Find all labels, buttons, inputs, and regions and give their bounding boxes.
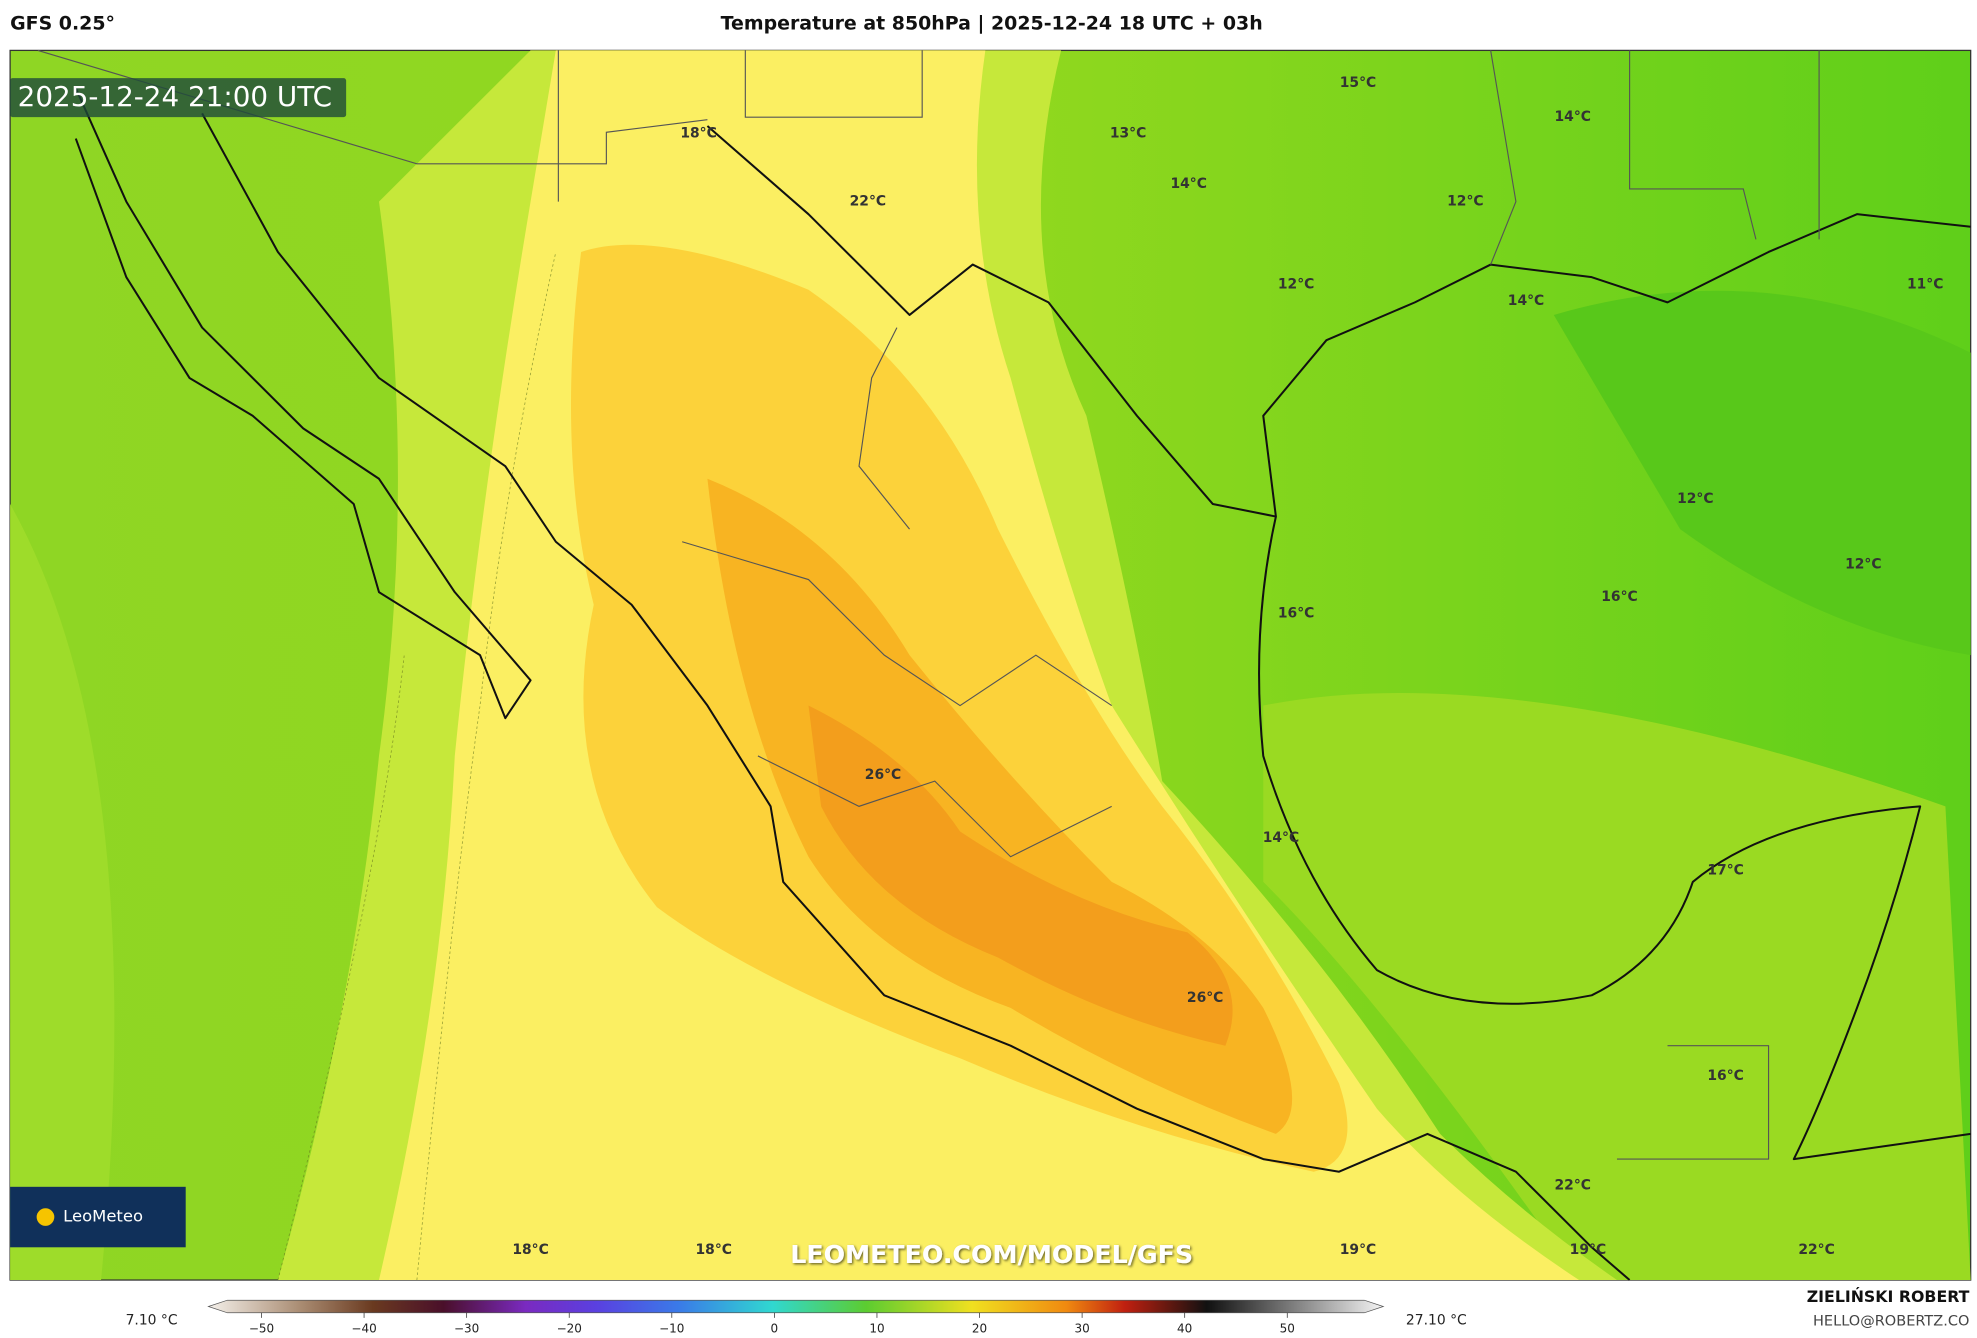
isotherm-label: 22°C [1555, 1178, 1591, 1194]
isotherm-label: 22°C [850, 194, 886, 210]
isotherm-label: 12°C [1278, 277, 1314, 293]
author: ZIELIŃSKI ROBERT [1807, 1287, 1970, 1306]
colorbar-tick-label: 0 [771, 1322, 779, 1336]
coastline [706, 125, 1971, 518]
isotherm-label: 19°C [1340, 1242, 1376, 1258]
isotherm-label: 17°C [1707, 863, 1743, 879]
isotherm-label: 15°C [1340, 75, 1376, 91]
colorbar-tick-label: −30 [454, 1322, 479, 1336]
colorbar-tick-label: −10 [659, 1322, 684, 1336]
colorbar-tick-label: 50 [1280, 1322, 1295, 1336]
logo-sun [36, 1208, 55, 1226]
colorbar-ticks: −50 −40 −30 −20 −10 0 10 20 30 40 50 [249, 1312, 1295, 1336]
isotherm-label: 26°C [865, 767, 901, 783]
colorbar-tick-label: −20 [557, 1322, 582, 1336]
coastline [1258, 516, 1971, 1161]
isotherm-labels: 15°C 14°C 18°C 13°C 22°C 14°C 12°C 12°C 14°C 11°C… [512, 75, 1943, 1258]
coastline [201, 112, 1631, 1281]
colorbar-gradient [207, 1299, 1385, 1314]
watermark: LEOMETEO.COM/MODEL/GFS [790, 1240, 1193, 1269]
isotherm-label: 18°C [512, 1242, 548, 1258]
isotherm-label: 14°C [1508, 293, 1544, 309]
colorbar-tick-label: −40 [351, 1322, 376, 1336]
isotherm-label: 18°C [680, 126, 716, 142]
isotherm-label: 13°C [1110, 126, 1146, 142]
colorbar-tick-label: −50 [249, 1322, 274, 1336]
field [1263, 692, 1971, 1281]
border [37, 49, 1820, 1160]
colorbar: 7.10 °C −50 −40 −30 −20 −10 0 10 20 30 40 50 27.10… [126, 1299, 1467, 1336]
isotherm-label: 12°C [1677, 491, 1713, 507]
field [808, 705, 1233, 1046]
isotherm-label: 12°C [1845, 556, 1881, 572]
isotherm [416, 251, 557, 1281]
isotherm-label: 16°C [1707, 1068, 1743, 1084]
isotherm-label: 22°C [1798, 1242, 1834, 1258]
logo-text: LeoMeteo [63, 1207, 143, 1226]
isotherm-label: 12°C [1447, 194, 1483, 210]
model-name: GFS 0.25° [10, 12, 115, 34]
colorbar-min: 7.10 °C [126, 1312, 178, 1328]
field [1553, 290, 1971, 656]
isotherm-label: 18°C [696, 1242, 732, 1258]
isotherm-label: 11°C [1907, 277, 1943, 293]
map-title: Temperature at 850hPa | 2025-12-24 18 UT… [721, 12, 1263, 34]
isotherm-label: 19°C [1570, 1242, 1606, 1258]
isotherm-label: 16°C [1601, 589, 1637, 605]
colorbar-max: 27.10 °C [1406, 1312, 1467, 1328]
colorbar-tick-label: 10 [869, 1322, 884, 1336]
field [10, 503, 115, 1281]
isotherm-label: 14°C [1171, 176, 1207, 192]
coastline [74, 87, 532, 720]
timestamp: 2025-12-24 21:00 UTC [18, 80, 332, 113]
map: 15°C 14°C 18°C 13°C 22°C 14°C 12°C 12°C 14°C 11°C… [9, 49, 1972, 1281]
timestamp-box [10, 78, 347, 118]
isotherm-label: 14°C [1555, 109, 1591, 125]
isotherm-label: 26°C [1187, 990, 1223, 1006]
isotherm-label: 14°C [1263, 830, 1299, 846]
isotherm-label: 16°C [1278, 606, 1314, 622]
colorbar-tick-label: 40 [1177, 1322, 1192, 1336]
colorbar-tick-label: 30 [1074, 1322, 1089, 1336]
email: HELLO@ROBERTZ.CO [1813, 1314, 1969, 1330]
colorbar-tick-label: 20 [972, 1322, 987, 1336]
isotherm [277, 655, 405, 1281]
